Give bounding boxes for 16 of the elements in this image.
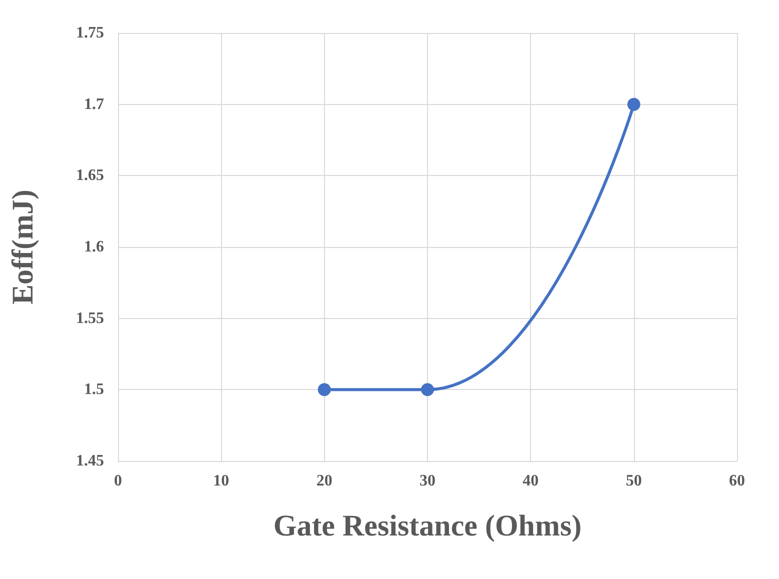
x-tick-label: 50: [626, 472, 642, 490]
x-axis-title: Gate Resistance (Ohms): [273, 510, 582, 542]
x-tick-label: 20: [316, 472, 332, 490]
x-tick-label: 0: [114, 472, 122, 490]
y-tick-label: 1.7: [84, 96, 104, 113]
y-axis-title: Eoff(mJ): [6, 190, 40, 304]
x-tick-label: 30: [420, 472, 436, 490]
y-tick-label: 1.45: [76, 452, 104, 470]
y-tick-label: 1.75: [76, 24, 104, 42]
y-tick-label: 1.65: [76, 167, 104, 184]
x-tick-label: 40: [522, 472, 539, 490]
x-tick-label: 10: [213, 472, 230, 490]
y-tick-label: 1.6: [84, 238, 104, 256]
x-tick-label: 60: [729, 472, 745, 490]
y-tick-label: 1.5: [84, 381, 104, 398]
y-tick-label: 1.55: [76, 310, 104, 327]
